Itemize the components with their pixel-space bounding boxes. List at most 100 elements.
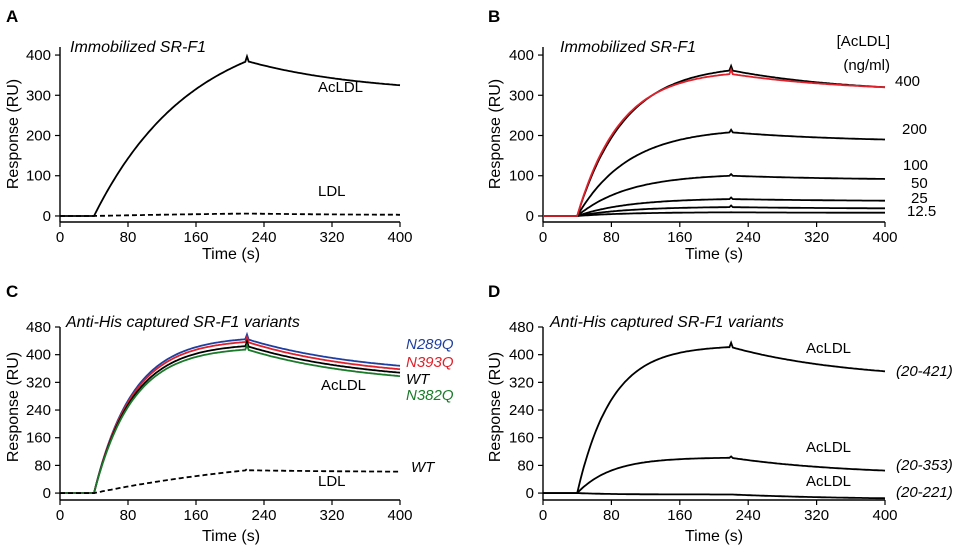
panel-a-curve-acldl: [60, 53, 401, 217]
panel-c-curve-n289q: [60, 331, 401, 494]
panel-c-curve-n382q: [60, 342, 401, 494]
panel-d-xlabel: Time (s): [685, 528, 743, 545]
panel-a-y-tick-label: 400: [26, 47, 51, 64]
panel-b-legend-units: (ng/ml): [843, 57, 890, 74]
panel-b-x-tick-label: 160: [667, 229, 692, 246]
panel-b-x-tick-label: 400: [872, 229, 897, 246]
panel-b-label-200: 200: [902, 121, 927, 138]
panel-a-xlabel: Time (s): [202, 246, 260, 263]
panel-d-label-20-353: (20-353): [896, 457, 953, 474]
panel-c-x-tick-label: 0: [56, 507, 64, 524]
panel-c: C Anti-His captured SR-F1 variants Respo…: [5, 282, 454, 545]
panel-c-label-ldl-wt: WT: [411, 459, 436, 476]
panel-a-ylabel: Response (RU): [5, 79, 22, 189]
panel-b-label-12-5: 12.5: [907, 203, 936, 220]
panel-d-y-tick-label: 160: [509, 430, 534, 447]
panel-b-curve-200: [543, 128, 885, 217]
panel-c-axes: 0 80 160 240 320 400 0 80 160 240 320 400 480: [26, 319, 413, 524]
panel-c-x-tick-label: 80: [120, 507, 137, 524]
panel-d-label-20-221: (20-221): [896, 484, 953, 501]
panel-d-x-tick-label: 80: [603, 507, 620, 524]
panel-a-label-acldl: AcLDL: [318, 79, 363, 96]
panel-d-x-tick-label: 160: [667, 507, 692, 524]
panel-b-y-tick-label: 200: [509, 128, 534, 145]
panel-letter-d: D: [488, 282, 500, 301]
panel-c-y-tick-label: 480: [26, 319, 51, 336]
panel-a-x-tick-label: 400: [387, 229, 412, 246]
panel-b-ylabel: Response (RU): [487, 79, 504, 189]
panel-a-x-tick-label: 240: [251, 229, 276, 246]
panel-d-y-tick-label: 320: [509, 374, 534, 391]
panel-d-curve-20-353: [543, 455, 886, 494]
panel-b-x-tick-label: 240: [736, 229, 761, 246]
panel-d-curves: [543, 340, 886, 500]
panel-c-title: Anti-His captured SR-F1 variants: [65, 314, 300, 331]
panel-d-curve-20-421: [543, 340, 886, 494]
panel-b-y-tick-label: 0: [526, 208, 534, 225]
panel-a-curves: [60, 53, 401, 217]
panel-b-curve-50: [543, 196, 885, 217]
panel-d-curve-20-221: [543, 492, 886, 500]
panel-c-label-n393q: N393Q: [406, 354, 454, 371]
panel-d-y-tick-label: 480: [509, 319, 534, 336]
panel-b-legend-title: [AcLDL]: [837, 33, 890, 50]
panel-b-x-tick-label: 0: [539, 229, 547, 246]
panel-b-xlabel: Time (s): [685, 246, 743, 263]
panel-c-x-tick-label: 400: [387, 507, 412, 524]
panel-d-y-tick-label: 0: [526, 485, 534, 502]
panel-d-ann-20-421: AcLDL: [806, 340, 851, 357]
panel-c-x-tick-label: 320: [319, 507, 344, 524]
panel-letter-c: C: [6, 282, 18, 301]
panel-d-x-tick-label: 0: [539, 507, 547, 524]
panel-letter-a: A: [6, 7, 18, 26]
panel-a: A Immobilized SR-F1 Response (RU) Time (…: [5, 7, 413, 263]
panel-b-label-50: 50: [911, 175, 928, 192]
panel-d-axes: 0 80 160 240 320 400 0 80 160 240 320 400 480: [509, 319, 898, 524]
panel-b-curve-fit-400: [543, 67, 885, 217]
panel-b-curve-12-5: [543, 211, 885, 217]
panel-c-curve-ldl-wt: [60, 467, 400, 494]
panel-letter-b: B: [488, 7, 500, 26]
panel-d: D Anti-His captured SR-F1 variants Respo…: [487, 282, 953, 545]
panel-a-x-tick-label: 0: [56, 229, 64, 246]
panel-c-ylabel: Response (RU): [5, 352, 22, 462]
panel-c-y-tick-label: 160: [26, 430, 51, 447]
panel-d-title: Anti-His captured SR-F1 variants: [549, 314, 784, 331]
panel-b-curve-25: [543, 204, 885, 217]
panel-d-y-tick-label: 240: [509, 402, 534, 419]
panel-c-x-tick-label: 160: [183, 507, 208, 524]
panel-b: B Immobilized SR-F1 [AcLDL] (ng/ml) Resp…: [487, 7, 936, 263]
panel-a-y-tick-label: 0: [43, 208, 51, 225]
panel-d-y-tick-label: 400: [509, 347, 534, 364]
panel-c-label-acldl: AcLDL: [321, 377, 366, 394]
panel-c-x-tick-label: 240: [251, 507, 276, 524]
panel-b-curves: [543, 63, 886, 217]
panel-b-label-25: 25: [911, 190, 928, 207]
panel-b-title: Immobilized SR-F1: [560, 39, 696, 56]
panel-c-label-n289q: N289Q: [406, 336, 454, 353]
panel-a-x-tick-label: 160: [183, 229, 208, 246]
panel-b-label-400: 400: [895, 73, 920, 90]
panel-d-ann-20-353: AcLDL: [806, 439, 851, 456]
panel-c-label-wt: WT: [406, 371, 431, 388]
panel-c-label-n382q: N382Q: [406, 387, 454, 404]
panel-c-y-tick-label: 0: [43, 485, 51, 502]
panel-b-y-tick-label: 100: [509, 168, 534, 185]
panel-d-label-20-421: (20-421): [896, 363, 953, 380]
panel-d-ann-20-221: AcLDL: [806, 473, 851, 490]
panel-b-y-tick-label: 400: [509, 47, 534, 64]
panel-a-y-tick-label: 200: [26, 128, 51, 145]
panel-b-axes: 0 80 160 240 320 400 0 100 200 300 400: [509, 47, 898, 246]
panel-d-x-tick-label: 240: [736, 507, 761, 524]
panel-d-x-tick-label: 320: [804, 507, 829, 524]
panel-c-label-ldl: LDL: [318, 473, 346, 490]
panel-a-y-tick-label: 100: [26, 168, 51, 185]
panel-a-axes: 0 80 160 240 320 400 0 100 200 300 400: [26, 47, 413, 246]
panel-d-ylabel: Response (RU): [487, 352, 504, 462]
panel-a-label-ldl: LDL: [318, 183, 346, 200]
panel-a-x-tick-label: 320: [319, 229, 344, 246]
panel-c-curves: [60, 331, 401, 494]
panel-c-xlabel: Time (s): [202, 528, 260, 545]
panel-a-curve-ldl: [60, 212, 400, 217]
